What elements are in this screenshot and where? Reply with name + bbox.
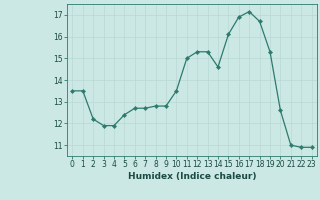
X-axis label: Humidex (Indice chaleur): Humidex (Indice chaleur) xyxy=(128,172,256,181)
